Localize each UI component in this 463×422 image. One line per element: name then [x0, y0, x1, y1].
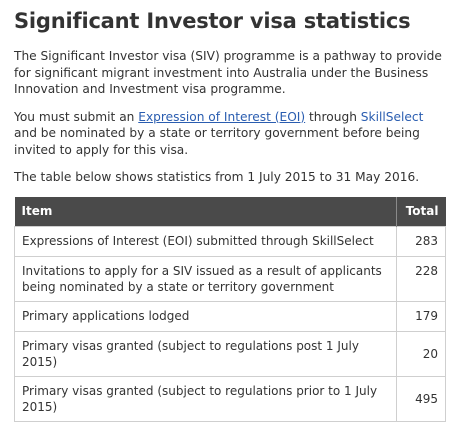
table-row: Invitations to apply for a SIV issued as… — [14, 255, 446, 302]
table-header-row: Item Total — [14, 196, 446, 226]
eoi-prefix: You must submit an — [14, 109, 139, 124]
table-row: Expressions of Interest (EOI) submitted … — [14, 225, 446, 257]
eoi-link[interactable]: Expression of Interest (EOI) — [138, 109, 306, 124]
row-item: Primary visas granted (subject to regula… — [14, 330, 397, 377]
table-row: Primary visas granted (subject to regula… — [14, 330, 446, 377]
row-total: 179 — [396, 300, 446, 332]
row-total: 495 — [396, 375, 446, 422]
eoi-suffix: and be nominated by a state or territory… — [14, 126, 420, 157]
header-total: Total — [396, 196, 446, 226]
header-item: Item — [14, 196, 397, 226]
table-row: Primary applications lodged 179 — [14, 300, 446, 332]
eoi-paragraph: You must submit an Expression of Interes… — [14, 109, 447, 159]
row-total: 20 — [396, 330, 446, 377]
table-intro: The table below shows statistics from 1 … — [14, 170, 420, 184]
row-item: Primary applications lodged — [14, 300, 397, 332]
row-item: Primary visas granted (subject to regula… — [14, 375, 397, 422]
eoi-middle: through — [305, 109, 361, 124]
skillselect-link[interactable]: SkillSelect — [360, 109, 424, 124]
row-total: 228 — [396, 255, 446, 302]
statistics-table: Item Total Expressions of Interest (EOI)… — [14, 196, 446, 422]
page-title: Significant Investor visa statistics — [14, 9, 411, 33]
table-row: Primary visas granted (subject to regula… — [14, 375, 446, 422]
intro-paragraph: The Significant Investor visa (SIV) prog… — [14, 49, 442, 96]
row-item: Expressions of Interest (EOI) submitted … — [14, 225, 397, 257]
row-total: 283 — [396, 225, 446, 257]
row-item: Invitations to apply for a SIV issued as… — [14, 255, 397, 302]
